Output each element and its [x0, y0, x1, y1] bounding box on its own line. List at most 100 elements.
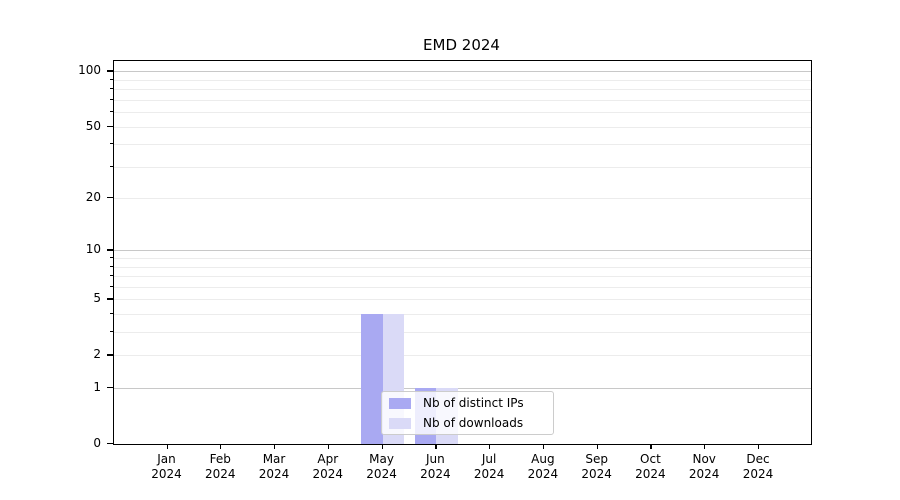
- y-tick: [107, 354, 113, 356]
- plot-area: [113, 60, 812, 445]
- x-tick-label-line: 2024: [581, 467, 612, 481]
- minor-gridline: [114, 276, 811, 278]
- minor-gridline: [114, 314, 811, 316]
- bar-distinct-ips: [361, 314, 383, 444]
- x-tick-label: Dec 2024: [731, 452, 785, 482]
- y-minor-tick: [109, 285, 113, 287]
- x-tick-label-line: 2024: [635, 467, 666, 481]
- x-tick-label-line: 2024: [151, 467, 182, 481]
- legend: Nb of distinct IPs Nb of downloads: [381, 391, 554, 435]
- x-tick-label: Aug 2024: [516, 452, 570, 482]
- x-tick-label-line: 2024: [742, 467, 774, 481]
- y-minor-tick: [109, 165, 113, 167]
- x-tick: [435, 444, 437, 449]
- y-minor-tick: [109, 313, 113, 315]
- y-minor-tick: [109, 143, 113, 145]
- x-tick: [381, 444, 383, 449]
- y-tick: [107, 197, 113, 199]
- minor-gridline: [114, 258, 811, 260]
- x-tick-label-line: Jun: [425, 452, 445, 466]
- x-tick: [542, 444, 545, 449]
- minor-gridline: [114, 99, 811, 101]
- y-tick-label: 5: [93, 291, 101, 306]
- x-tick-label: Jan 2024: [140, 452, 194, 482]
- y-minor-tick: [109, 111, 113, 113]
- legend-item-distinct-ips: Nb of distinct IPs: [389, 395, 553, 411]
- y-tick: [107, 249, 113, 251]
- x-tick-label-line: Sep: [585, 452, 608, 466]
- x-tick-label: Jun 2024: [408, 452, 462, 482]
- minor-gridline: [114, 112, 811, 114]
- x-tick-label: Apr 2024: [301, 452, 355, 482]
- x-tick-label-line: Aug: [531, 452, 555, 466]
- minor-gridline: [114, 89, 811, 91]
- x-tick-label-line: Oct: [640, 452, 661, 466]
- x-tick-label-line: 2024: [688, 467, 720, 481]
- y-tick: [107, 125, 113, 127]
- x-tick-label-line: Jul: [481, 452, 497, 466]
- x-tick-label-line: May: [369, 452, 394, 466]
- x-tick-label: Oct 2024: [623, 452, 677, 482]
- minor-gridline: [114, 79, 811, 81]
- major-gridline: [114, 250, 811, 252]
- legend-label-distinct-ips: Nb of distinct IPs: [423, 396, 524, 410]
- x-tick-label-line: 2024: [420, 467, 451, 481]
- y-tick: [107, 443, 113, 445]
- x-tick: [596, 444, 598, 449]
- y-tick: [107, 298, 113, 300]
- x-tick: [650, 444, 652, 449]
- minor-gridline: [114, 144, 811, 146]
- y-minor-tick: [109, 98, 113, 100]
- minor-gridline: [114, 332, 811, 334]
- y-minor-tick: [109, 78, 113, 80]
- x-tick-label-line: Apr: [317, 452, 339, 466]
- x-tick: [327, 444, 329, 449]
- y-tick-label: 0: [93, 436, 101, 450]
- minor-gridline: [114, 198, 811, 200]
- legend-swatch-downloads-icon: [389, 417, 411, 429]
- x-tick-label-line: Dec: [746, 452, 770, 466]
- major-gridline: [114, 388, 811, 390]
- y-tick-label: 20: [85, 190, 101, 205]
- x-tick: [220, 444, 222, 449]
- legend-swatch-distinct-ips-icon: [389, 397, 411, 409]
- y-tick-label: 2: [93, 347, 101, 362]
- y-minor-tick: [109, 257, 113, 259]
- chart-title: EMD 2024: [423, 36, 500, 54]
- x-tick-label-line: 2024: [312, 467, 344, 481]
- y-tick-label: 50: [85, 118, 101, 133]
- minor-gridline: [114, 166, 811, 168]
- y-minor-tick: [109, 88, 113, 90]
- x-tick: [274, 444, 276, 449]
- x-tick-label-line: 2024: [204, 467, 236, 481]
- x-tick: [704, 444, 706, 449]
- x-tick-label: Sep 2024: [570, 452, 624, 482]
- legend-label-downloads: Nb of downloads: [423, 416, 524, 430]
- x-tick: [166, 444, 168, 449]
- x-tick-label: Jul 2024: [462, 452, 516, 482]
- y-tick: [107, 387, 113, 389]
- x-tick: [489, 444, 491, 449]
- legend-item-downloads: Nb of downloads: [389, 415, 553, 431]
- x-tick-label-line: 2024: [527, 467, 559, 481]
- y-tick-label: 10: [85, 242, 101, 257]
- x-tick-label-line: Mar: [262, 452, 286, 466]
- x-tick-label-line: Feb: [209, 452, 231, 466]
- y-tick-label: 1: [93, 380, 101, 395]
- x-tick-label-line: Jan: [157, 452, 176, 466]
- minor-gridline: [114, 355, 811, 357]
- x-tick-label-line: Nov: [692, 452, 716, 466]
- y-minor-tick: [109, 275, 113, 277]
- minor-gridline: [114, 126, 811, 128]
- x-tick-label: Mar 2024: [247, 452, 301, 482]
- y-minor-tick: [109, 331, 113, 333]
- x-tick-label: May 2024: [355, 452, 409, 482]
- y-tick: [107, 70, 113, 72]
- minor-gridline: [114, 266, 811, 268]
- x-tick: [757, 444, 760, 449]
- minor-gridline: [114, 299, 811, 301]
- x-tick-label: Nov 2024: [677, 452, 731, 482]
- x-tick-label-line: 2024: [258, 467, 290, 481]
- x-tick-label: Feb 2024: [193, 452, 247, 482]
